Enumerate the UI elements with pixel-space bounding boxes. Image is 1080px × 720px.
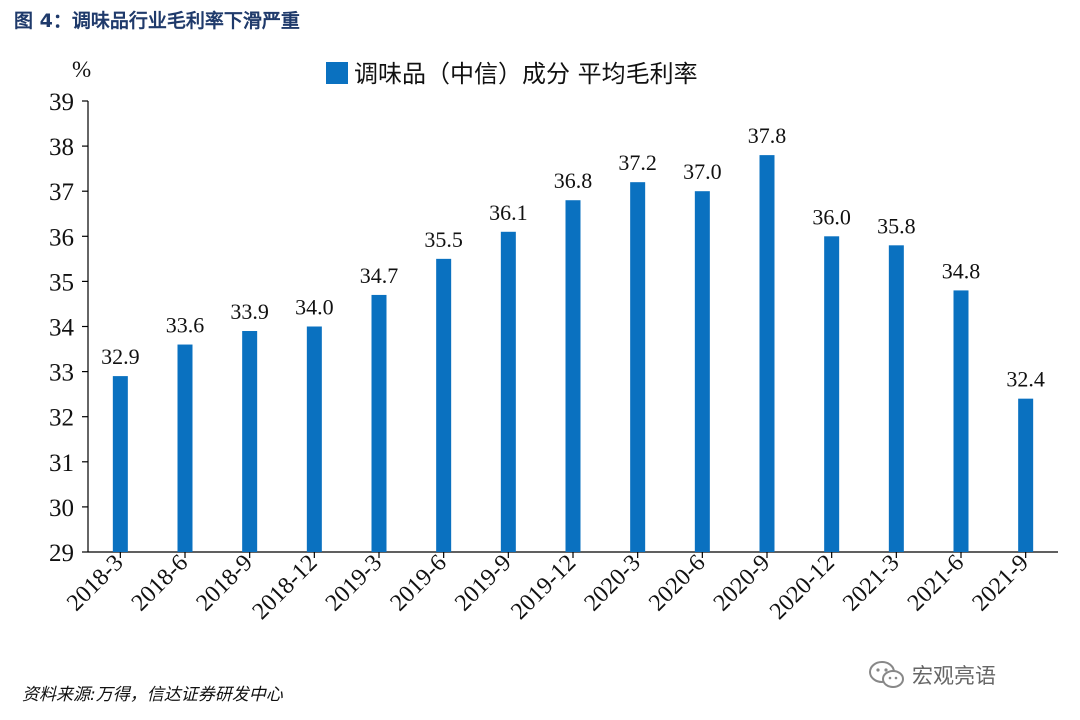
y-tick-label: 31 bbox=[49, 450, 74, 477]
x-axis: 2018-32018-62018-92018-122019-32019-6201… bbox=[62, 550, 1058, 625]
bar bbox=[888, 245, 904, 552]
bar bbox=[565, 200, 581, 552]
wechat-icon bbox=[869, 661, 904, 688]
bar bbox=[824, 236, 840, 553]
bar bbox=[1018, 398, 1034, 552]
bar bbox=[500, 231, 516, 553]
x-tick-label: 2019-6 bbox=[385, 550, 451, 616]
y-unit-label: % bbox=[72, 57, 91, 82]
legend-swatch bbox=[326, 62, 348, 84]
y-tick-label: 34 bbox=[49, 315, 75, 342]
bar bbox=[953, 290, 969, 552]
bar bbox=[694, 191, 710, 552]
bar bbox=[242, 331, 258, 552]
y-tick-label: 30 bbox=[49, 495, 74, 522]
x-tick-label: 2021-6 bbox=[903, 550, 969, 616]
bar bbox=[436, 258, 452, 552]
data-label: 35.5 bbox=[424, 227, 463, 252]
bar bbox=[371, 294, 387, 552]
data-label: 32.9 bbox=[101, 344, 140, 369]
bar bbox=[112, 376, 128, 552]
data-labels: 32.9 33.6 33.9 34.0 34.7 35.5 36.1 36.8 37.2 37.0… bbox=[101, 123, 1045, 392]
x-tick-label: 2020-3 bbox=[579, 550, 645, 616]
y-tick-label: 32 bbox=[49, 405, 74, 432]
y-tick-label: 33 bbox=[49, 360, 74, 387]
watermark-text: 宏观亮语 bbox=[912, 664, 996, 688]
data-label: 34.0 bbox=[295, 295, 334, 320]
data-label: 37.0 bbox=[683, 159, 722, 184]
y-tick-label: 37 bbox=[49, 179, 74, 206]
y-tick-label: 29 bbox=[49, 540, 74, 567]
bar-series bbox=[112, 155, 1034, 553]
x-tick-label: 2020-12 bbox=[765, 550, 840, 625]
data-label: 34.8 bbox=[942, 258, 981, 283]
source-note: 资料来源:万得，信达证券研发中心 bbox=[22, 685, 283, 705]
y-tick-label: 35 bbox=[49, 269, 74, 296]
y-tick-label: 39 bbox=[49, 89, 74, 116]
x-tick-label: 2021-3 bbox=[838, 550, 904, 616]
x-tick-label: 2018-6 bbox=[127, 550, 193, 616]
data-label: 37.8 bbox=[748, 123, 787, 148]
bar bbox=[759, 155, 775, 552]
bar bbox=[177, 344, 193, 552]
data-label: 34.7 bbox=[360, 263, 399, 288]
bar bbox=[630, 182, 646, 552]
x-tick-label: 2020-6 bbox=[644, 550, 710, 616]
y-axis: 29 30 31 32 33 34 35 36 37 38 39 bbox=[49, 89, 89, 567]
x-tick-label: 2019-3 bbox=[321, 550, 387, 616]
x-tick-label: 2021-9 bbox=[967, 550, 1033, 616]
data-label: 36.0 bbox=[812, 204, 851, 229]
watermark: 宏观亮语 bbox=[868, 660, 996, 690]
legend-label: 调味品（中信）成分 平均毛利率 bbox=[354, 60, 698, 88]
data-label: 36.1 bbox=[489, 200, 528, 225]
x-tick-label: 2018-12 bbox=[248, 550, 323, 625]
legend: 调味品（中信）成分 平均毛利率 bbox=[326, 60, 698, 88]
data-label: 37.2 bbox=[618, 150, 657, 175]
data-label: 32.4 bbox=[1006, 367, 1045, 392]
bar bbox=[306, 326, 322, 552]
data-label: 33.9 bbox=[230, 299, 269, 324]
data-label: 35.8 bbox=[877, 213, 916, 238]
data-label: 36.8 bbox=[554, 168, 593, 193]
x-tick-label: 2019-12 bbox=[506, 550, 581, 625]
y-tick-label: 36 bbox=[49, 224, 74, 251]
y-tick-label: 38 bbox=[49, 134, 74, 161]
figure-title: 图 4：调味品行业毛利率下滑严重 bbox=[14, 10, 300, 32]
data-label: 33.6 bbox=[166, 313, 205, 338]
